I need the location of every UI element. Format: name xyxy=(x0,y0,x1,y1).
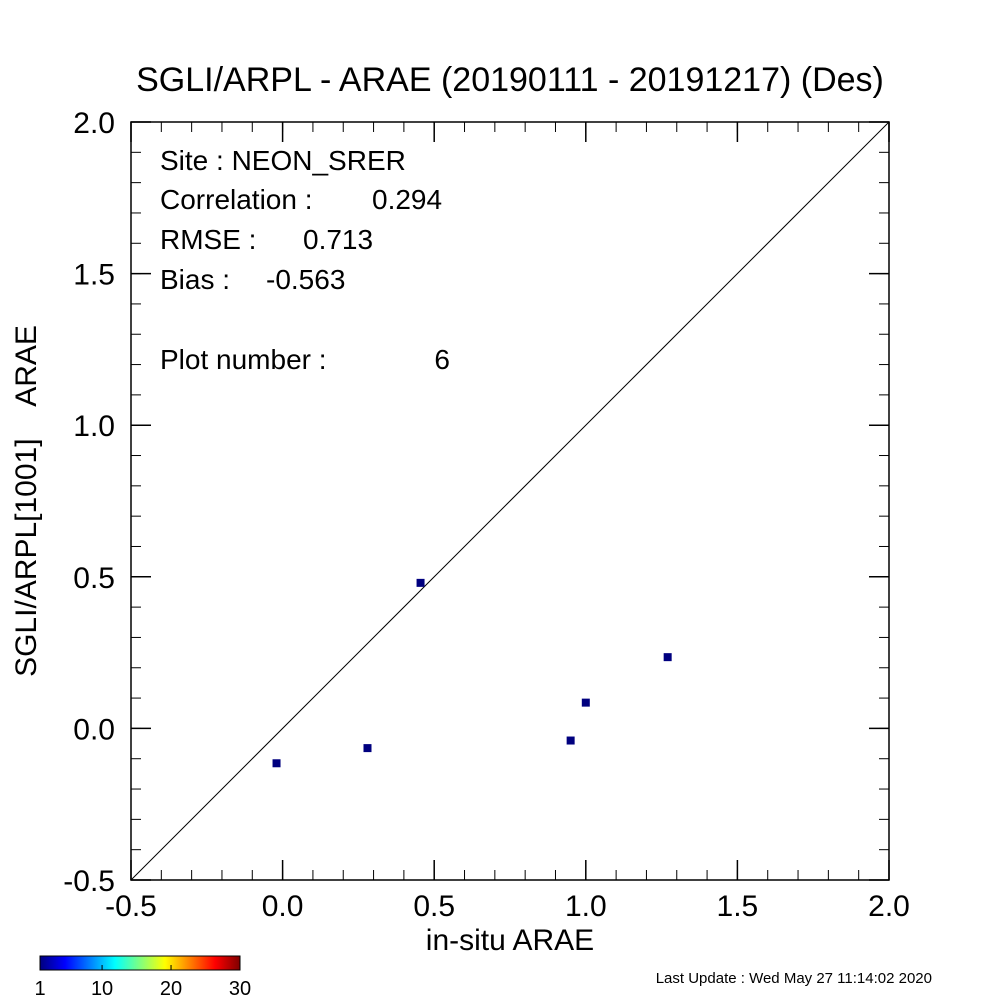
rmse-label: RMSE : xyxy=(160,224,256,255)
y-tick-label: 0.5 xyxy=(73,562,115,595)
colorbar xyxy=(39,955,241,971)
x-tick-label: 1.0 xyxy=(565,890,607,923)
one-to-one-line xyxy=(130,121,890,881)
y-tick-label: 0.0 xyxy=(73,713,115,746)
data-points xyxy=(272,578,672,768)
data-point xyxy=(581,698,590,707)
plot-frame xyxy=(130,121,890,881)
last-update: Last Update : Wed May 27 11:14:02 2020 xyxy=(656,970,932,987)
colorbar-labels: 1 10 20 30 xyxy=(34,978,251,1000)
x-axis-label: in-situ ARAE xyxy=(426,924,594,957)
chart-title: SGLI/ARPL - ARAE (20190111 - 20191217) (… xyxy=(136,61,884,99)
plot-number-value: 6 xyxy=(434,344,450,375)
data-point xyxy=(363,744,372,753)
bias-value: -0.563 xyxy=(266,264,345,295)
y-tick-labels: -0.5 0.0 0.5 1.0 1.5 2.0 xyxy=(63,107,115,898)
x-tick-label: 0.0 xyxy=(262,890,304,923)
y-tick-label: 2.0 xyxy=(73,107,115,140)
x-tick-label: 0.5 xyxy=(413,890,455,923)
bias-label: Bias : xyxy=(160,264,230,295)
y-tick-label: 1.5 xyxy=(73,259,115,292)
major-ticks xyxy=(130,121,890,881)
colorbar-tick-label: 1 xyxy=(34,978,45,1000)
colorbar-ticks xyxy=(39,965,241,970)
y-axis-label: SGLI/ARPL[1001] ARAE xyxy=(10,325,43,677)
data-point xyxy=(663,653,672,662)
x-tick-label: 1.5 xyxy=(717,890,759,923)
y-tick-label: 1.0 xyxy=(73,410,115,443)
x-tick-label: -0.5 xyxy=(105,890,157,923)
x-tick-labels: -0.5 0.0 0.5 1.0 1.5 2.0 xyxy=(105,890,910,923)
correlation-value: 0.294 xyxy=(372,184,442,215)
colorbar-tick-label: 30 xyxy=(229,978,251,1000)
correlation-label: Correlation : xyxy=(160,184,313,215)
colorbar-tick-label: 20 xyxy=(160,978,182,1000)
x-tick-label: 2.0 xyxy=(868,890,910,923)
site-annotation: Site : NEON_SRER xyxy=(160,145,406,176)
data-point xyxy=(566,736,575,745)
plot-number-label: Plot number : xyxy=(160,344,327,375)
data-point xyxy=(416,578,425,587)
rmse-value: 0.713 xyxy=(303,224,373,255)
data-point xyxy=(272,759,281,768)
colorbar-tick-label: 10 xyxy=(91,978,113,1000)
y-tick-label: -0.5 xyxy=(63,865,115,898)
